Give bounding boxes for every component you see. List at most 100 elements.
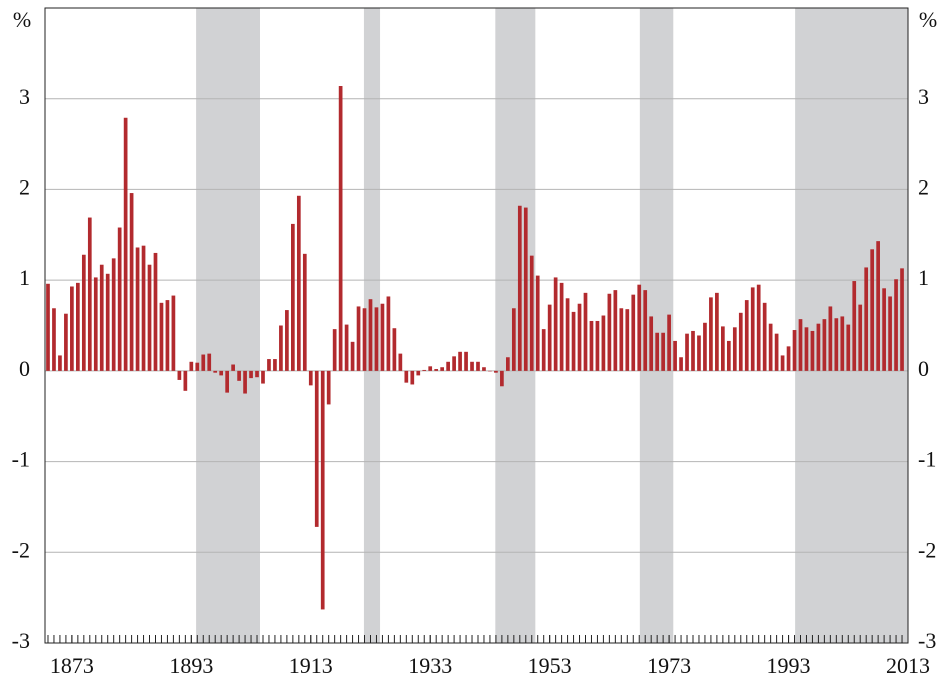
bar xyxy=(446,361,450,371)
bar xyxy=(350,341,355,371)
bar xyxy=(667,314,671,371)
bar xyxy=(141,245,146,371)
bar xyxy=(46,283,50,371)
y-tick-label: 1 xyxy=(19,265,30,290)
bar xyxy=(846,324,851,371)
bar xyxy=(607,293,612,371)
bar xyxy=(135,247,140,371)
bar xyxy=(52,308,56,371)
bar xyxy=(792,330,797,371)
bar xyxy=(715,292,719,371)
bar xyxy=(171,295,176,371)
bar xyxy=(768,323,773,371)
bar xyxy=(756,284,761,371)
x-tick-label: 1873 xyxy=(50,653,94,678)
bar xyxy=(129,193,134,371)
y-axis-label: % xyxy=(13,7,31,32)
bar xyxy=(571,311,576,371)
plot-frame xyxy=(44,7,909,644)
bar xyxy=(255,370,259,378)
bar xyxy=(99,264,104,371)
bar xyxy=(738,312,743,371)
bar xyxy=(553,277,558,371)
bar xyxy=(213,370,218,373)
bar xyxy=(105,273,110,371)
bar xyxy=(308,370,313,386)
bar xyxy=(81,254,86,371)
y2-axis-label: % xyxy=(919,7,937,32)
bar xyxy=(470,361,474,371)
bar xyxy=(87,217,92,371)
bar xyxy=(440,367,445,371)
bar xyxy=(876,241,880,371)
x-tick-label: 1913 xyxy=(289,653,333,678)
bar xyxy=(64,313,68,371)
bar xyxy=(189,361,194,371)
bar xyxy=(649,316,654,371)
bar xyxy=(840,316,845,371)
bar xyxy=(165,300,170,371)
bar xyxy=(243,370,247,394)
bar xyxy=(70,286,74,371)
bar xyxy=(506,357,510,371)
bar xyxy=(380,303,385,371)
y-tick-label: -2 xyxy=(12,537,30,562)
bar xyxy=(804,327,809,371)
bar xyxy=(290,223,295,371)
bar xyxy=(535,275,540,371)
bar xyxy=(123,117,128,371)
bar xyxy=(547,304,552,371)
x-tick-label: 1933 xyxy=(408,653,452,678)
bar xyxy=(828,306,833,371)
bar xyxy=(326,370,331,405)
bar xyxy=(273,359,277,371)
bar xyxy=(864,267,869,371)
bar xyxy=(631,294,636,371)
bar xyxy=(721,326,725,371)
bar xyxy=(744,300,749,371)
bar xyxy=(159,302,164,371)
bar xyxy=(643,290,648,371)
bar xyxy=(762,302,767,371)
bar xyxy=(195,362,200,371)
bar xyxy=(398,353,403,371)
bar xyxy=(75,282,80,371)
bar xyxy=(482,367,486,371)
bar xyxy=(344,324,349,371)
bar xyxy=(673,340,677,371)
bar xyxy=(464,351,468,371)
shaded-period xyxy=(196,8,261,643)
bar xyxy=(810,330,815,371)
bar xyxy=(601,315,606,371)
bar xyxy=(625,309,630,371)
y-tick-label: -3 xyxy=(12,628,30,653)
bar xyxy=(577,303,582,371)
bar xyxy=(374,307,379,371)
bar xyxy=(816,323,821,371)
bar xyxy=(774,333,779,371)
bar xyxy=(655,332,660,371)
bar xyxy=(296,195,301,371)
bar xyxy=(428,366,433,371)
bar xyxy=(565,298,570,371)
bar xyxy=(613,290,618,371)
bar xyxy=(201,354,206,371)
bar xyxy=(888,296,892,371)
bar xyxy=(362,308,367,371)
bar xyxy=(780,355,785,371)
bar xyxy=(870,249,875,371)
bar xyxy=(261,370,265,384)
bar xyxy=(225,370,230,393)
bar xyxy=(207,353,212,371)
bar xyxy=(356,306,361,371)
bar xyxy=(314,370,319,527)
x-tick-label: 2013 xyxy=(886,653,930,678)
bar xyxy=(697,335,701,371)
bar xyxy=(147,264,152,371)
x-tick-label: 1893 xyxy=(169,653,213,678)
y2-tick-label: -1 xyxy=(918,447,936,472)
bar xyxy=(500,370,504,387)
bar xyxy=(177,370,182,380)
bar xyxy=(679,357,683,371)
